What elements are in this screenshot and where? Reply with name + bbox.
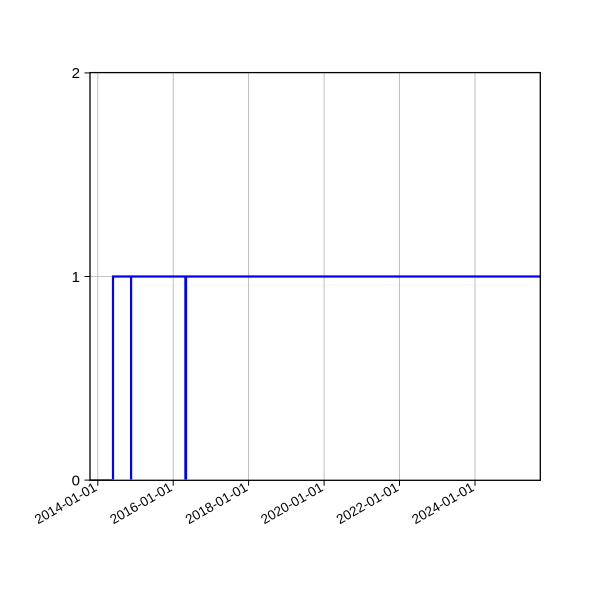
svg-text:2: 2 bbox=[72, 65, 80, 82]
svg-text:2016-01-01: 2016-01-01 bbox=[107, 480, 174, 528]
svg-text:1: 1 bbox=[72, 269, 80, 286]
svg-text:2018-01-01: 2018-01-01 bbox=[183, 480, 250, 528]
svg-text:2020-01-01: 2020-01-01 bbox=[258, 480, 325, 528]
svg-text:2024-01-01: 2024-01-01 bbox=[409, 480, 476, 528]
svg-text:2014-01-01: 2014-01-01 bbox=[32, 480, 99, 528]
svg-text:2022-01-01: 2022-01-01 bbox=[334, 480, 401, 528]
